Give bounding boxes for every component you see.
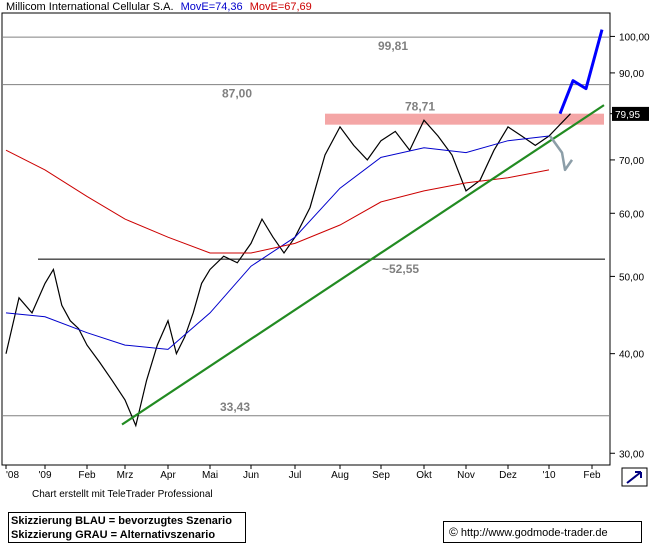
x-tick-label: Okt [416,470,432,481]
scenario-layer [548,29,604,172]
move-blue-label: MovE=74,36 [181,1,243,13]
x-tick-label: Mai [202,470,218,481]
series-layer [5,113,571,428]
move-blue-line [5,135,550,350]
support-trendline [121,104,605,426]
trendline-layer [121,104,605,426]
last-price-label: 79,95 [615,110,640,121]
x-tick-label: Jun [243,470,259,481]
x-tick-label: Feb [583,470,601,481]
x-tick-label: '10 [542,470,555,481]
legend-line-blue: Skizzierung BLAU = bevorzugtes Szenario [11,515,232,527]
y-tick-label: 30,00 [619,449,644,460]
level-label: 99,81 [378,39,408,53]
y-tick-label: 40,00 [619,350,644,361]
x-tick-label: '08 [6,470,19,481]
move-red-label: MovE=67,69 [250,1,312,13]
x-tick-label: Dez [499,470,517,481]
y-tick-label: 100,00 [619,32,650,43]
x-tick-label: Sep [372,470,390,481]
x-tick-label: '09 [38,470,51,481]
x-axis: '08 '09 Feb Mrz Apr Mai Jun Jul Aug Sep Okt Nov Dez '… [5,465,601,481]
x-tick-label: Aug [331,470,349,481]
level-label: 33,43 [220,400,250,414]
level-label: ~52,55 [382,262,419,276]
scenario-blue-line [558,29,604,115]
source-url[interactable]: http://www.godmode-trader.de [460,527,608,539]
level-label: 87,00 [222,87,252,101]
x-tick-label: Mrz [117,470,134,481]
copyright-icon: © [449,525,458,539]
plot-frame [1,12,611,466]
y-tick-label: 60,00 [619,209,644,220]
scenario-legend: Skizzierung BLAU = bevorzugtes Szenario … [8,512,246,543]
legend-line-grey: Skizzierung GRAU = Alternativszenario [11,529,216,541]
last-price-tag [612,106,649,121]
x-tick-label: Nov [457,470,475,481]
resistance-zone-layer: 78,71 [325,100,604,125]
x-tick-label: Jul [289,470,302,481]
source-url-box: © http://www.godmode-trader.de [443,521,642,543]
y-tick-label: 70,00 [619,156,644,167]
resistance-zone-label: 78,71 [405,100,435,114]
arrow-icon [626,471,642,484]
x-tick-label: Apr [160,470,176,481]
chart-credit: Chart erstellt mit TeleTrader Profession… [32,489,213,500]
scenario-grey-line [548,135,574,172]
resistance-zone [325,113,604,125]
chart-header: Millicom International Cellular S.A. Mov… [6,1,312,13]
x-tick-label: Feb [78,470,96,481]
y-tick-label: 90,00 [619,69,644,80]
instrument-title: Millicom International Cellular S.A. [6,1,174,13]
levels-layer: 99,81 87,00 ~52,55 33,43 [2,36,610,417]
y-axis: 30,0040,0050,0060,0070,0080,0090,00100,0… [610,32,650,460]
y-tick-label: 50,00 [619,272,644,283]
move-red-line [5,149,550,254]
price-line [5,113,571,428]
